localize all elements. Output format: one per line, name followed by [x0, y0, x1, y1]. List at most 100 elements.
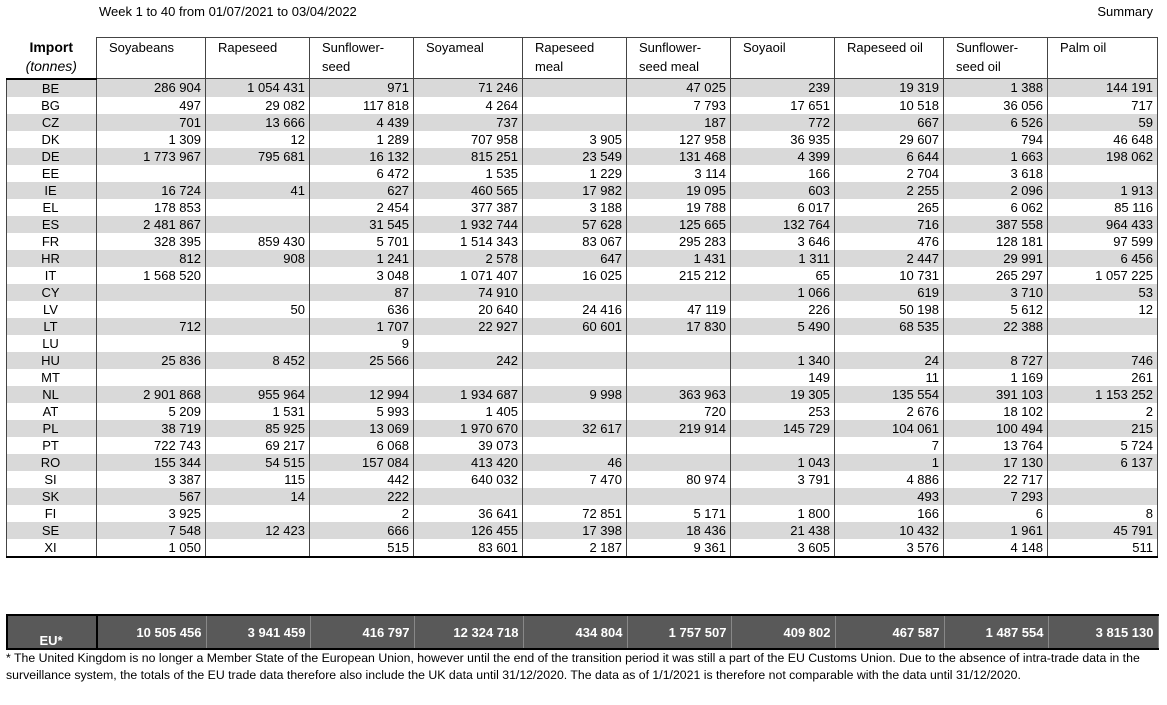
value-cell: 859 430 [205, 232, 310, 250]
value-cell: 18 102 [943, 402, 1048, 420]
table-row: SK 567 14 222 493 7 293 [6, 487, 1158, 505]
value-cell: 1 514 343 [413, 232, 523, 250]
value-cell: 9 361 [626, 538, 731, 558]
value-cell: 716 [834, 215, 944, 233]
value-cell: 131 468 [626, 147, 731, 165]
value-cell: 6 062 [943, 198, 1048, 216]
value-cell: 219 914 [626, 419, 731, 437]
value-cell: 328 395 [96, 232, 206, 250]
value-cell: 619 [834, 283, 944, 301]
value-cell: 1 405 [413, 402, 523, 420]
eu-total-value: 467 587 [834, 614, 945, 650]
value-cell: 178 853 [96, 198, 206, 216]
value-cell: 1 568 520 [96, 266, 206, 284]
table-row: LU 9 [6, 334, 1158, 352]
value-cell: 5 612 [943, 300, 1048, 318]
value-cell: 16 025 [522, 266, 627, 284]
value-cell: 115 [205, 470, 310, 488]
country-code: HU [6, 351, 97, 369]
value-cell: 68 535 [834, 317, 944, 335]
value-cell: 1 773 967 [96, 147, 206, 165]
value-cell: 135 554 [834, 385, 944, 403]
value-cell: 701 [96, 113, 206, 131]
country-code: CY [6, 283, 97, 301]
value-cell: 144 191 [1047, 78, 1158, 97]
value-cell: 2 578 [413, 249, 523, 267]
value-cell: 5 724 [1047, 436, 1158, 454]
value-cell: 17 830 [626, 317, 731, 335]
country-code: SE [6, 521, 97, 539]
value-cell [522, 402, 627, 420]
value-cell: 13 764 [943, 436, 1048, 454]
value-cell: 4 399 [730, 147, 835, 165]
value-cell: 717 [1047, 96, 1158, 114]
value-cell: 127 958 [626, 130, 731, 148]
value-cell [413, 368, 523, 386]
column-header: Rapeseed [205, 37, 310, 79]
value-cell: 57 628 [522, 215, 627, 233]
value-cell: 971 [309, 78, 414, 97]
value-cell: 2 704 [834, 164, 944, 182]
value-cell: 2 447 [834, 249, 944, 267]
value-cell [205, 538, 310, 558]
value-cell: 6 644 [834, 147, 944, 165]
value-cell: 38 719 [96, 419, 206, 437]
value-cell: 1 [834, 453, 944, 471]
table-row: IE 16 724 41 627 460 565 17 982 19 095 603 2 255… [6, 181, 1158, 199]
value-cell: 1 311 [730, 249, 835, 267]
value-cell: 85 116 [1047, 198, 1158, 216]
value-cell: 166 [730, 164, 835, 182]
value-cell: 8 [1047, 504, 1158, 522]
eu-total-value: 1 487 554 [943, 614, 1049, 650]
table-row: NL 2 901 868 955 964 12 994 1 934 687 9 998 36… [6, 385, 1158, 403]
value-cell [205, 164, 310, 182]
value-cell [730, 487, 835, 505]
corner-title: Import [29, 38, 74, 55]
column-header: Soyabeans [96, 37, 206, 79]
value-cell: 1 932 744 [413, 215, 523, 233]
value-cell: 16 132 [309, 147, 414, 165]
value-cell: 667 [834, 113, 944, 131]
value-cell [626, 351, 731, 369]
value-cell: 4 439 [309, 113, 414, 131]
value-cell: 2 [1047, 402, 1158, 420]
value-cell [834, 334, 944, 352]
value-cell: 11 [834, 368, 944, 386]
summary-label: Summary [1097, 4, 1153, 19]
value-cell: 4 886 [834, 470, 944, 488]
value-cell: 6 137 [1047, 453, 1158, 471]
value-cell: 10 432 [834, 521, 944, 539]
value-cell [626, 334, 731, 352]
value-cell: 8 727 [943, 351, 1048, 369]
table-row: MT 149 11 1 169 261 [6, 368, 1158, 386]
value-cell: 1 153 252 [1047, 385, 1158, 403]
value-cell [943, 334, 1048, 352]
value-cell: 19 788 [626, 198, 731, 216]
table-row: DK 1 309 12 1 289 707 958 3 905 127 958 36 935 2… [6, 130, 1158, 148]
value-cell: 45 791 [1047, 521, 1158, 539]
value-cell: 1 309 [96, 130, 206, 148]
value-cell: 3 605 [730, 538, 835, 558]
value-cell [522, 351, 627, 369]
value-cell: 497 [96, 96, 206, 114]
value-cell: 72 851 [522, 504, 627, 522]
country-code: MT [6, 368, 97, 386]
value-cell: 442 [309, 470, 414, 488]
country-code: PL [6, 419, 97, 437]
value-cell: 3 114 [626, 164, 731, 182]
eu-total-value: 409 802 [730, 614, 836, 650]
value-cell: 2 [309, 504, 414, 522]
value-cell: 1 707 [309, 317, 414, 335]
value-cell: 31 545 [309, 215, 414, 233]
value-cell: 17 398 [522, 521, 627, 539]
value-cell: 3 387 [96, 470, 206, 488]
value-cell: 4 264 [413, 96, 523, 114]
value-cell: 647 [522, 249, 627, 267]
value-cell: 391 103 [943, 385, 1048, 403]
value-cell: 17 130 [943, 453, 1048, 471]
value-cell: 7 [834, 436, 944, 454]
eu-total-value: 12 324 718 [413, 614, 524, 650]
table-body: BE 286 904 1 054 431 971 71 246 47 025 239 19 3… [6, 77, 1158, 558]
country-code: XI [6, 538, 97, 558]
value-cell: 222 [309, 487, 414, 505]
